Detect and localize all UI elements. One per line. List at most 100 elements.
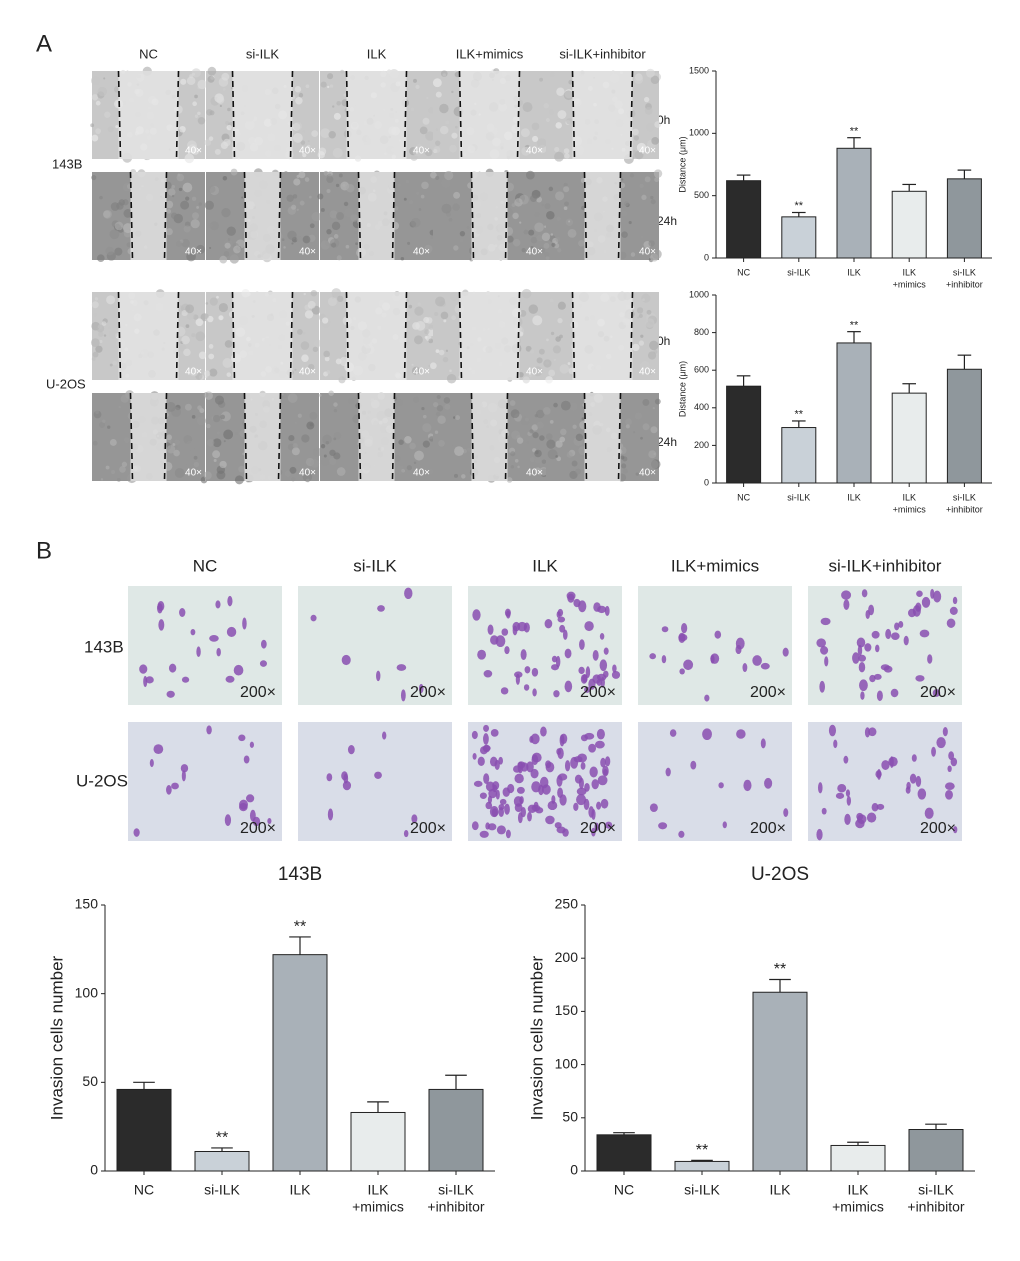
texture: [547, 449, 558, 460]
x-tick-label: +mimics: [352, 1199, 404, 1215]
wound-gap: [358, 393, 395, 481]
cell: [591, 827, 596, 837]
texture: [226, 372, 232, 377]
texture: [216, 295, 219, 299]
texture: [552, 345, 561, 354]
significance: **: [774, 961, 786, 978]
wound-edge: [504, 392, 509, 482]
texture: [644, 318, 655, 328]
texture: [111, 470, 116, 475]
texture: [536, 357, 543, 364]
texture: [654, 177, 660, 183]
texture: [397, 183, 401, 187]
texture: [193, 455, 198, 460]
wound-edge: [243, 171, 248, 261]
cell: [505, 610, 511, 619]
texture: [309, 422, 314, 427]
magnification: 40×: [185, 367, 202, 378]
wound-gap: [244, 393, 281, 481]
cell: [936, 737, 946, 749]
texture: [413, 78, 417, 83]
texture: [179, 462, 187, 470]
texture: [534, 467, 541, 474]
column-header: NC: [139, 46, 158, 61]
texture: [449, 144, 457, 153]
texture: [298, 442, 304, 448]
wound-edge: [231, 70, 236, 160]
micrograph-bg: [808, 586, 962, 705]
texture: [545, 117, 550, 123]
wound-gap: [346, 71, 407, 159]
texture: [197, 111, 201, 116]
texture: [525, 170, 535, 180]
texture: [92, 351, 99, 358]
texture: [519, 221, 522, 224]
texture: [648, 371, 653, 375]
texture: [560, 400, 571, 411]
wound-edge: [117, 291, 122, 381]
cell: [517, 621, 527, 632]
texture: [559, 364, 570, 374]
cell: [560, 733, 568, 744]
texture: [637, 316, 640, 319]
texture: [640, 436, 643, 440]
texture: [649, 340, 659, 351]
texture: [208, 353, 215, 360]
texture: [97, 86, 108, 97]
x-tick-label: ILK: [902, 492, 916, 502]
wound-gap: [471, 393, 508, 481]
cell: [927, 654, 933, 664]
texture: [408, 200, 414, 205]
texture: [567, 362, 571, 365]
texture: [204, 139, 212, 146]
texture: [308, 363, 315, 371]
cell: [604, 756, 611, 767]
texture: [204, 370, 211, 377]
cell: [866, 812, 877, 823]
cell: [411, 814, 418, 823]
texture: [218, 315, 224, 321]
texture: [209, 368, 218, 377]
wound-gap: [130, 393, 167, 481]
x-tick-label: +mimics: [893, 279, 927, 289]
cell: [890, 688, 899, 698]
magnification: 200×: [580, 820, 616, 837]
texture: [521, 146, 531, 156]
texture: [226, 226, 236, 236]
wound-edge: [470, 171, 475, 261]
micrograph: 40×: [432, 392, 549, 483]
cell: [946, 618, 956, 628]
texture: [295, 97, 303, 105]
cell: [544, 619, 553, 629]
texture: [441, 203, 452, 214]
texture: [625, 418, 633, 426]
texture: [452, 442, 457, 447]
texture: [214, 148, 221, 155]
y-tick-label: 50: [82, 1073, 98, 1089]
cell: [483, 670, 493, 678]
texture: [422, 117, 430, 125]
texture: [621, 178, 624, 181]
texture: [326, 229, 332, 235]
texture: [300, 140, 306, 145]
texture: [398, 439, 404, 445]
wound-gap: [471, 172, 508, 260]
texture: [622, 468, 628, 474]
texture: [203, 392, 209, 398]
texture: [531, 122, 540, 131]
texture: [184, 153, 195, 164]
cell: [196, 646, 201, 658]
x-tick-label: NC: [134, 1182, 154, 1198]
cell: [158, 619, 165, 631]
texture: [103, 77, 106, 80]
texture: [623, 201, 629, 207]
y-tick-label: 0: [704, 252, 709, 262]
texture: [572, 424, 577, 429]
cell: [597, 775, 608, 786]
x-tick-label: si-ILK: [918, 1182, 954, 1198]
cell: [909, 773, 917, 784]
texture: [180, 78, 187, 85]
texture: [175, 240, 182, 247]
magnification: 200×: [920, 684, 956, 701]
texture: [107, 126, 114, 133]
